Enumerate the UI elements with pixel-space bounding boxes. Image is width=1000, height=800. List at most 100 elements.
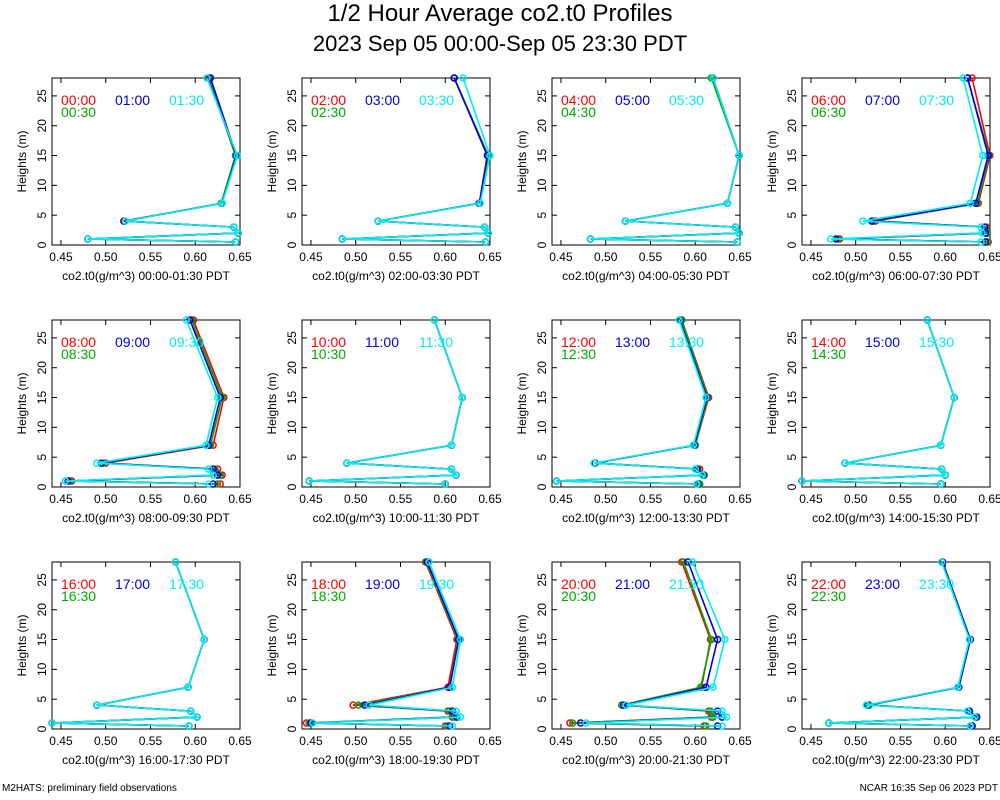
y-tick-label: 20 bbox=[785, 361, 799, 375]
x-tick-label: 0.65 bbox=[978, 492, 1000, 506]
y-tick-label: 25 bbox=[535, 331, 549, 345]
panel-2: 0.45 0.50 0.55 0.60 0.650510152025co2.t0(g/m… bbox=[515, 75, 752, 283]
x-tick-label: 0.45 bbox=[49, 492, 73, 506]
y-tick-label: 10 bbox=[785, 662, 799, 676]
x-tick-label: 0.65 bbox=[728, 250, 752, 264]
y-tick-label: 0 bbox=[785, 725, 799, 732]
x-tick-label: 0.45 bbox=[799, 734, 823, 748]
x-tick-label: 0.60 bbox=[184, 734, 208, 748]
y-tick-label: 5 bbox=[535, 454, 549, 461]
y-tick-label: 15 bbox=[35, 391, 49, 405]
y-tick-label: 25 bbox=[785, 89, 799, 103]
x-tick-label: 0.60 bbox=[684, 492, 708, 506]
x-tick-label: 0.45 bbox=[299, 734, 323, 748]
legend-label: 13:30 bbox=[669, 334, 704, 350]
x-tick-label: 0.55 bbox=[139, 734, 163, 748]
legend-label: 11:00 bbox=[365, 334, 399, 350]
y-tick-label: 10 bbox=[535, 662, 549, 676]
y-tick-label: 15 bbox=[785, 633, 799, 647]
y-tick-label: 0 bbox=[785, 241, 799, 248]
y-tick-label: 25 bbox=[35, 331, 49, 345]
x-tick-label: 0.50 bbox=[844, 492, 868, 506]
y-tick-label: 15 bbox=[535, 391, 549, 405]
y-tick-label: 5 bbox=[785, 212, 799, 219]
series-line bbox=[586, 562, 727, 726]
panel-8: 0.45 0.50 0.55 0.60 0.65 0 5 10 15 20 25 co2.t0(g/m… bbox=[15, 559, 252, 767]
panel-0: 0.45 0.50 0.55 0.60 0.65 0 5 10 15 20 25 co2.t0(g/m… bbox=[15, 75, 252, 283]
footer-timestamp: NCAR 16:35 Sep 06 2023 PDT bbox=[860, 783, 998, 794]
y-tick-label: 15 bbox=[785, 149, 799, 163]
y-tick-label: 25 bbox=[35, 89, 49, 103]
panel-1: 0.45 0.50 0.55 0.60 0.650510152025co2.t0(g/m… bbox=[265, 75, 502, 283]
y-tick-label: 20 bbox=[285, 119, 299, 133]
y-tick-label: 20 bbox=[35, 603, 49, 617]
y-axis-label: Heights (m) bbox=[15, 130, 29, 192]
series-line bbox=[829, 562, 977, 726]
x-axis-label: co2.t0(g/m^3) 00:00-01:30 PDT bbox=[62, 269, 230, 283]
series-line bbox=[591, 78, 740, 242]
x-axis-label: co2.t0(g/m^3) 22:00-23:30 PDT bbox=[812, 753, 980, 767]
x-tick-label: 0.55 bbox=[389, 734, 413, 748]
y-tick-label: 10 bbox=[285, 420, 299, 434]
x-tick-label: 0.45 bbox=[299, 492, 323, 506]
x-tick-label: 0.65 bbox=[478, 250, 502, 264]
x-tick-label: 0.60 bbox=[934, 250, 958, 264]
x-tick-label: 0.45 bbox=[49, 250, 73, 264]
legend-label: 19:00 bbox=[365, 576, 400, 592]
y-tick-label: 10 bbox=[785, 178, 799, 192]
y-tick-label: 0 bbox=[535, 483, 549, 490]
y-axis-label: Heights (m) bbox=[765, 372, 779, 434]
y-tick-label: 10 bbox=[535, 420, 549, 434]
legend-label: 13:00 bbox=[615, 334, 650, 350]
y-tick-label: 15 bbox=[535, 149, 549, 163]
y-tick-label: 0 bbox=[285, 725, 299, 732]
x-tick-label: 0.50 bbox=[844, 734, 868, 748]
legend-label: 07:30 bbox=[919, 92, 954, 108]
x-tick-label: 0.55 bbox=[389, 250, 413, 264]
y-tick-label: 20 bbox=[285, 361, 299, 375]
x-tick-label: 0.50 bbox=[94, 250, 118, 264]
y-tick-label: 5 bbox=[35, 212, 49, 219]
series-line bbox=[829, 562, 977, 726]
panel-9: 0.45 0.50 0.55 0.60 0.65 0 5 10 15 20 25 co2.t0(g/m… bbox=[265, 559, 502, 767]
legend-label: 10:30 bbox=[311, 346, 346, 362]
x-axis-label: co2.t0(g/m^3) 18:00-19:30 PDT bbox=[312, 753, 480, 767]
legend-label: 23:00 bbox=[865, 576, 900, 592]
y-tick-label: 20 bbox=[535, 361, 549, 375]
y-axis-label: Heights (m) bbox=[15, 614, 29, 676]
legend-label: 23:30 bbox=[919, 576, 954, 592]
x-tick-label: 0.55 bbox=[639, 492, 663, 506]
series-line bbox=[829, 562, 977, 726]
x-tick-label: 0.45 bbox=[799, 250, 823, 264]
y-tick-label: 20 bbox=[35, 119, 49, 133]
y-axis-label: Heights (m) bbox=[515, 130, 529, 192]
legend-label: 07:00 bbox=[865, 92, 900, 108]
x-tick-label: 0.55 bbox=[639, 250, 663, 264]
x-tick-label: 0.45 bbox=[299, 250, 323, 264]
panel-10: 0.45 0.50 0.55 0.60 0.65 0 5 10 15 20 25 co2.t0(g/m… bbox=[515, 559, 752, 767]
legend-label: 09:00 bbox=[115, 334, 150, 350]
x-tick-label: 0.50 bbox=[594, 492, 618, 506]
y-tick-label: 20 bbox=[535, 119, 549, 133]
series-line bbox=[88, 78, 238, 242]
x-tick-label: 0.45 bbox=[549, 492, 573, 506]
x-tick-label: 0.45 bbox=[549, 734, 573, 748]
y-tick-label: 5 bbox=[535, 696, 549, 703]
panel-5: 0.45 0.50 0.55 0.60 0.650510152025co2.t0(g/m… bbox=[265, 317, 502, 525]
y-axis-label: Heights (m) bbox=[765, 130, 779, 192]
series-line bbox=[840, 78, 990, 242]
x-tick-label: 0.65 bbox=[978, 734, 1000, 748]
y-tick-label: 5 bbox=[285, 696, 299, 703]
legend-label: 21:30 bbox=[669, 576, 704, 592]
x-tick-label: 0.50 bbox=[594, 250, 618, 264]
x-tick-label: 0.60 bbox=[184, 492, 208, 506]
x-tick-label: 0.45 bbox=[799, 492, 823, 506]
panel-3: 0.45 0.50 0.55 0.60 0.65 0 5 10 15 20 25 co2.t0(g/m… bbox=[765, 75, 1000, 283]
legend-label: 15:30 bbox=[919, 334, 954, 350]
y-tick-label: 25 bbox=[285, 573, 299, 587]
y-tick-label: 0 bbox=[535, 725, 549, 732]
y-tick-label: 5 bbox=[285, 454, 299, 461]
x-tick-label: 0.60 bbox=[684, 250, 708, 264]
legend-label: 11:30 bbox=[419, 334, 453, 350]
series-line bbox=[88, 78, 238, 242]
